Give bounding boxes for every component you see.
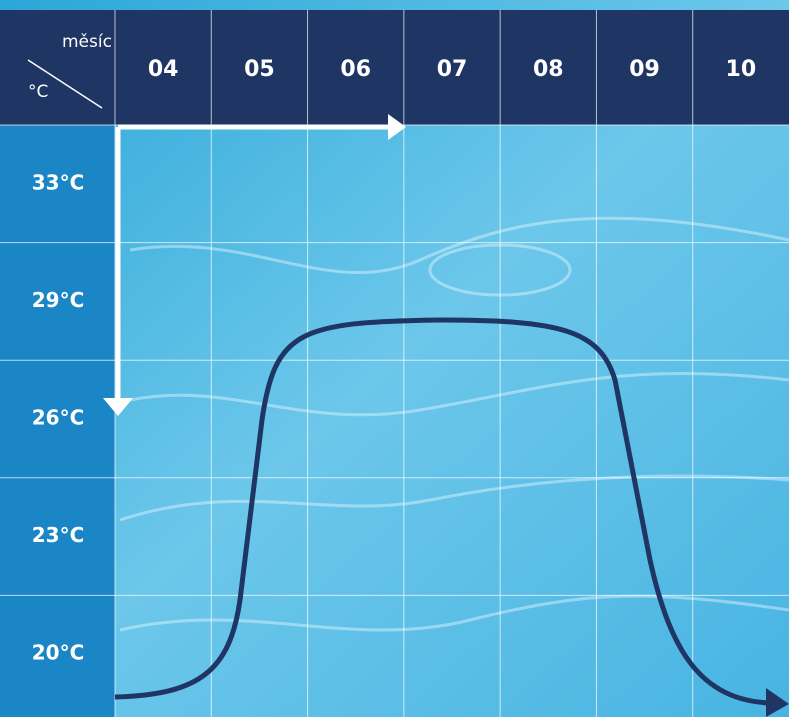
row-label: 20°C <box>32 641 85 665</box>
column-label: 06 <box>340 57 371 82</box>
water-ripples <box>119 216 789 632</box>
row-label: 26°C <box>32 406 85 430</box>
column-label: 05 <box>244 57 275 82</box>
axis-arrows <box>115 124 388 398</box>
column-label: 07 <box>437 57 468 82</box>
corner-diagonal <box>27 59 103 109</box>
row-header-column <box>0 10 115 717</box>
temp-label: °C <box>28 82 48 102</box>
arrow-head <box>388 114 406 140</box>
month-label: měsíc <box>62 32 112 52</box>
row-label: 29°C <box>32 288 85 312</box>
row-label: 23°C <box>32 523 85 547</box>
column-label: 10 <box>726 57 757 82</box>
arrow-head <box>103 398 133 416</box>
column-header-row <box>0 10 789 125</box>
column-label: 04 <box>148 57 179 82</box>
curve-arrow-head <box>766 688 789 717</box>
column-label: 09 <box>629 57 660 82</box>
column-label: 08 <box>533 57 564 82</box>
temperature-curve <box>114 317 771 706</box>
row-label: 33°C <box>32 170 85 194</box>
labels: 04 05 06 07 08 09 10 33°C 29°C 26°C 23°C 20°C <box>32 57 756 665</box>
